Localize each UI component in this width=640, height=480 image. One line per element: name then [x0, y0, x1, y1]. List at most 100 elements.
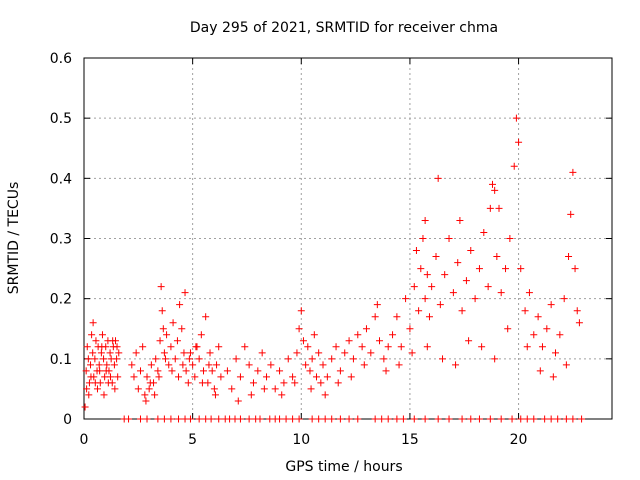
data-point	[289, 415, 297, 423]
data-point	[173, 337, 181, 345]
data-point	[169, 319, 177, 327]
data-point	[295, 415, 303, 423]
data-point	[341, 349, 349, 357]
data-point	[198, 379, 206, 387]
data-point	[159, 325, 167, 333]
data-point	[554, 415, 562, 423]
data-point	[143, 415, 151, 423]
data-point	[161, 355, 169, 363]
data-point	[397, 343, 405, 351]
data-point	[130, 373, 138, 381]
data-point	[312, 373, 320, 381]
data-point	[211, 391, 219, 399]
data-point	[245, 415, 253, 423]
data-point	[82, 367, 90, 375]
data-point	[83, 385, 91, 393]
data-point	[100, 355, 108, 363]
data-point	[154, 415, 162, 423]
data-point	[208, 367, 216, 375]
data-point	[389, 331, 397, 339]
data-point	[317, 379, 325, 387]
data-point	[475, 265, 483, 273]
data-point	[110, 361, 118, 369]
data-points	[81, 114, 586, 423]
x-tick-label: 20	[510, 432, 528, 448]
data-point	[109, 337, 117, 345]
data-point	[321, 415, 329, 423]
data-point	[206, 349, 214, 357]
data-point	[155, 373, 163, 381]
data-point	[308, 415, 316, 423]
data-point	[508, 415, 516, 423]
data-point	[167, 415, 175, 423]
data-point	[321, 391, 329, 399]
data-point	[282, 415, 290, 423]
data-point	[423, 343, 431, 351]
data-point	[96, 367, 104, 375]
data-point	[491, 186, 499, 194]
data-point	[104, 379, 112, 387]
data-point	[95, 361, 103, 369]
data-point	[205, 361, 213, 369]
data-point	[146, 379, 154, 387]
data-point	[425, 313, 433, 321]
data-point	[247, 391, 255, 399]
data-point	[441, 271, 449, 279]
data-point	[517, 265, 525, 273]
data-point	[573, 307, 581, 315]
data-point	[151, 391, 159, 399]
data-point	[569, 415, 577, 423]
data-point	[410, 415, 418, 423]
data-point	[139, 343, 147, 351]
data-point	[91, 379, 99, 387]
data-point	[323, 373, 331, 381]
data-point	[399, 415, 407, 423]
data-point	[378, 415, 386, 423]
data-point	[256, 415, 264, 423]
data-point	[421, 295, 429, 303]
data-point	[465, 337, 473, 345]
data-point	[197, 331, 205, 339]
data-point	[456, 216, 464, 224]
data-point	[428, 283, 436, 291]
data-point	[541, 415, 549, 423]
data-point	[200, 367, 208, 375]
data-point	[354, 415, 362, 423]
data-point	[412, 247, 420, 255]
data-point	[402, 295, 410, 303]
data-point	[445, 415, 453, 423]
data-point	[293, 349, 301, 357]
data-point	[421, 415, 429, 423]
data-point	[284, 355, 292, 363]
data-point	[241, 343, 249, 351]
data-point	[102, 367, 110, 375]
data-point	[475, 415, 483, 423]
data-point	[128, 361, 136, 369]
data-point	[179, 361, 187, 369]
data-point	[101, 373, 109, 381]
data-point	[302, 361, 310, 369]
data-point	[547, 301, 555, 309]
data-point	[181, 289, 189, 297]
data-point	[175, 415, 183, 423]
data-point	[85, 379, 93, 387]
data-point	[184, 379, 192, 387]
data-point	[89, 349, 97, 357]
data-point	[578, 415, 586, 423]
series-srmtid	[81, 114, 583, 411]
data-point	[315, 415, 323, 423]
data-point	[92, 337, 100, 345]
data-point	[382, 367, 390, 375]
data-point	[87, 373, 95, 381]
data-point	[510, 162, 518, 170]
data-point	[106, 349, 114, 357]
data-point	[158, 307, 166, 315]
data-point	[276, 415, 284, 423]
data-point	[306, 367, 314, 375]
data-point	[236, 373, 244, 381]
data-point	[562, 361, 570, 369]
data-point	[478, 343, 486, 351]
data-point	[234, 397, 242, 405]
data-point	[310, 331, 318, 339]
